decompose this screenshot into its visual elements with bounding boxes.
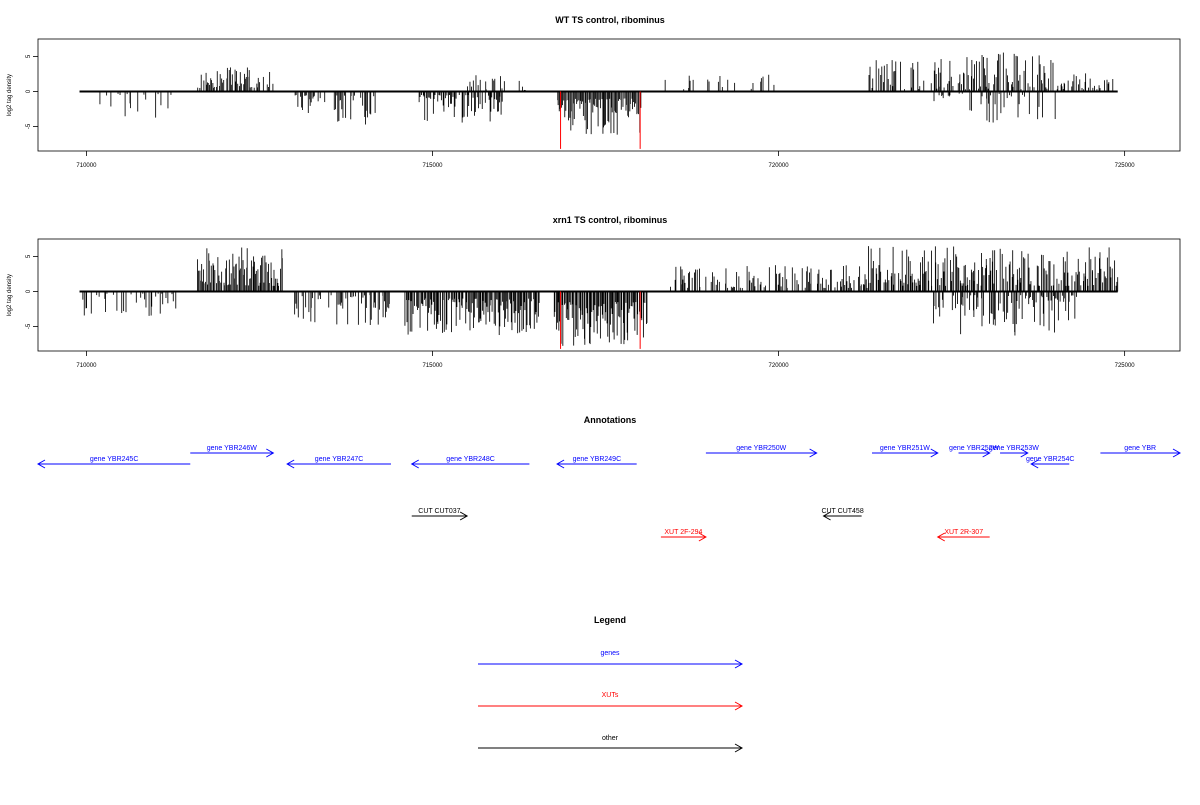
feature-arrowhead <box>698 532 707 542</box>
feature-arrowhead <box>936 532 946 542</box>
feature-arrowhead <box>1030 459 1039 469</box>
xrn1-density-panel: xrn1 TS control, ribominus log2 tag dens… <box>7 215 1181 369</box>
wt-x-tick-label: 710000 <box>76 163 97 169</box>
feature-arrowhead <box>36 459 46 469</box>
feature-label: gene YBR248C <box>446 456 495 463</box>
wt-density-panel: WT TS control, ribominus log2 tag densit… <box>7 15 1181 169</box>
feature-label: gene YBR253W <box>989 445 1039 452</box>
feature-gene-ybr249c: gene YBR249C <box>556 456 637 469</box>
feature-arrowhead <box>822 511 831 521</box>
feature-gene-ybr245c: gene YBR245C <box>36 456 191 469</box>
xrn1-y-tick-label: 5 <box>26 254 32 258</box>
feature-label: gene YBR245C <box>90 456 139 463</box>
feature-label: gene YBR252W <box>949 445 999 452</box>
feature-arrowhead <box>266 448 275 458</box>
feature-arrowhead <box>982 448 991 458</box>
xrn1-x-tick-label: 710000 <box>76 363 97 369</box>
xrn1-x-tick-label: 725000 <box>1115 363 1136 369</box>
feature-label: gene YBR249C <box>573 456 622 463</box>
feature-arrowhead <box>1020 448 1029 458</box>
wt-plot-area: 710000 715000 720000 725000 -5 0 5 <box>26 52 1136 169</box>
feature-xut-2f-294: XUT 2F-294 <box>660 529 707 542</box>
wt-y-tick-label: 0 <box>26 89 32 93</box>
legend-title: Legend <box>594 615 626 625</box>
xrn1-y-tick-label: -5 <box>26 323 32 329</box>
feature-gene-ybr247c: gene YBR247C <box>286 456 391 469</box>
xrn1-panel-title: xrn1 TS control, ribominus <box>553 215 668 225</box>
feature-arrowhead <box>286 459 295 469</box>
annotations-title: Annotations <box>584 415 637 425</box>
xrn1-plot-frame <box>37 238 1181 352</box>
wt-x-tick-label: 720000 <box>769 163 790 169</box>
feature-cut-cut037: CUT CUT037 <box>411 508 469 521</box>
xrn1-y-axis-label: log2 tag density <box>7 274 13 316</box>
xrn1-x-tick-label: 720000 <box>769 363 790 369</box>
legend-label-genes: genes <box>600 650 620 657</box>
legend-label-other: other <box>602 735 619 742</box>
feature-cut-cut458: CUT CUT458 <box>821 508 864 521</box>
feature-gene-ybr246w: gene YBR246W <box>190 445 275 458</box>
wt-x-tick-label: 715000 <box>422 163 443 169</box>
feature-gene-ybr251w: gene YBR251W <box>872 445 939 458</box>
feature-label: gene YBR <box>1124 445 1156 452</box>
feature-label: gene YBR247C <box>315 456 364 463</box>
legend-entry-xuts: XUTs <box>478 692 744 711</box>
feature-label: CUT CUT458 <box>821 508 863 515</box>
legend-arrowhead-genes <box>734 659 744 669</box>
wt-plot-frame <box>37 38 1181 152</box>
feature-gene-ybr: gene YBR <box>1100 445 1182 458</box>
feature-label: XUT 2F-294 <box>664 529 702 536</box>
feature-label: gene YBR250W <box>736 445 786 452</box>
annotation-features: gene YBR245C gene YBR246W gene YBR247C gene… <box>36 445 1182 542</box>
wt-x-tick-label: 725000 <box>1115 163 1136 169</box>
legend-arrowhead-xuts <box>734 701 744 711</box>
feature-arrowhead <box>809 448 818 458</box>
feature-label: gene YBR251W <box>880 445 930 452</box>
wt-panel-title: WT TS control, ribominus <box>555 15 665 25</box>
xrn1-plot-area: 710000 715000 720000 725000 -5 0 5 <box>26 246 1135 369</box>
feature-gene-ybr253w: gene YBR253W <box>989 445 1039 458</box>
feature-arrowhead <box>556 459 565 469</box>
feature-gene-ybr250w: gene YBR250W <box>705 445 818 458</box>
wt-y-tick-label: 5 <box>26 54 32 58</box>
feature-gene-ybr248c: gene YBR248C <box>410 456 530 469</box>
feature-gene-ybr252w: gene YBR252W <box>949 445 1000 458</box>
feature-label: CUT CUT037 <box>418 508 460 515</box>
feature-arrowhead <box>1172 448 1182 458</box>
feature-arrowhead <box>410 459 419 469</box>
feature-label: XUT 2R-307 <box>944 529 983 536</box>
legend-panel: Legend genes XUTs other <box>478 615 744 753</box>
feature-xut-2r-307: XUT 2R-307 <box>936 529 990 542</box>
wt-y-axis-label: log2 tag density <box>7 74 13 116</box>
feature-arrowhead <box>930 448 939 458</box>
legend-arrowhead-other <box>734 743 744 753</box>
feature-gene-ybr254c: gene YBR254C <box>1026 456 1075 469</box>
legend-label-xuts: XUTs <box>602 692 619 699</box>
legend-entry-genes: genes <box>478 650 744 669</box>
wt-y-tick-label: -5 <box>26 123 32 129</box>
legend-entry-other: other <box>478 735 744 753</box>
xrn1-y-tick-label: 0 <box>26 289 32 293</box>
feature-arrowhead <box>459 511 469 521</box>
feature-label: gene YBR254C <box>1026 456 1075 463</box>
xrn1-x-tick-label: 715000 <box>422 363 443 369</box>
feature-label: gene YBR246W <box>207 445 257 452</box>
